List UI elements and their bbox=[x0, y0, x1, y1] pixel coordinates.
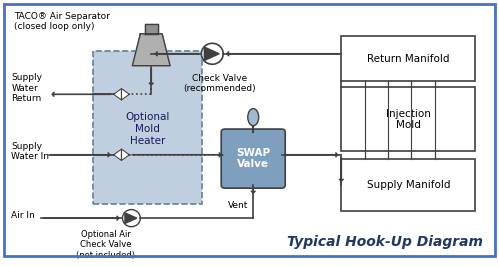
Text: SWAP
Valve: SWAP Valve bbox=[236, 148, 270, 169]
Text: Injection
Mold: Injection Mold bbox=[386, 108, 431, 130]
Polygon shape bbox=[114, 149, 121, 160]
Polygon shape bbox=[132, 34, 170, 66]
Text: Check Valve
(recommended): Check Valve (recommended) bbox=[184, 74, 256, 93]
Text: TACO® Air Separator
(closed loop only): TACO® Air Separator (closed loop only) bbox=[14, 12, 110, 31]
Ellipse shape bbox=[248, 109, 258, 126]
Text: Optional
Mold
Heater: Optional Mold Heater bbox=[126, 112, 170, 146]
Text: Supply
Water In: Supply Water In bbox=[11, 142, 49, 161]
Polygon shape bbox=[145, 24, 158, 34]
Polygon shape bbox=[114, 89, 121, 100]
Polygon shape bbox=[205, 47, 219, 60]
Polygon shape bbox=[121, 149, 129, 160]
FancyBboxPatch shape bbox=[341, 36, 475, 81]
Text: Typical Hook-Up Diagram: Typical Hook-Up Diagram bbox=[287, 235, 483, 249]
Text: Air In: Air In bbox=[11, 211, 35, 220]
Text: Supply Manifold: Supply Manifold bbox=[367, 180, 450, 190]
FancyBboxPatch shape bbox=[341, 159, 475, 211]
Text: Return Manifold: Return Manifold bbox=[367, 54, 450, 64]
Text: Optional Air
Check Valve
(not included): Optional Air Check Valve (not included) bbox=[76, 230, 135, 260]
Circle shape bbox=[122, 210, 140, 227]
FancyBboxPatch shape bbox=[341, 87, 475, 151]
Polygon shape bbox=[121, 89, 129, 100]
Text: Supply
Water
Return: Supply Water Return bbox=[11, 73, 42, 103]
Polygon shape bbox=[125, 213, 137, 223]
FancyBboxPatch shape bbox=[93, 52, 203, 204]
FancyBboxPatch shape bbox=[221, 129, 285, 188]
Circle shape bbox=[202, 43, 223, 64]
Text: Vent: Vent bbox=[229, 201, 249, 210]
